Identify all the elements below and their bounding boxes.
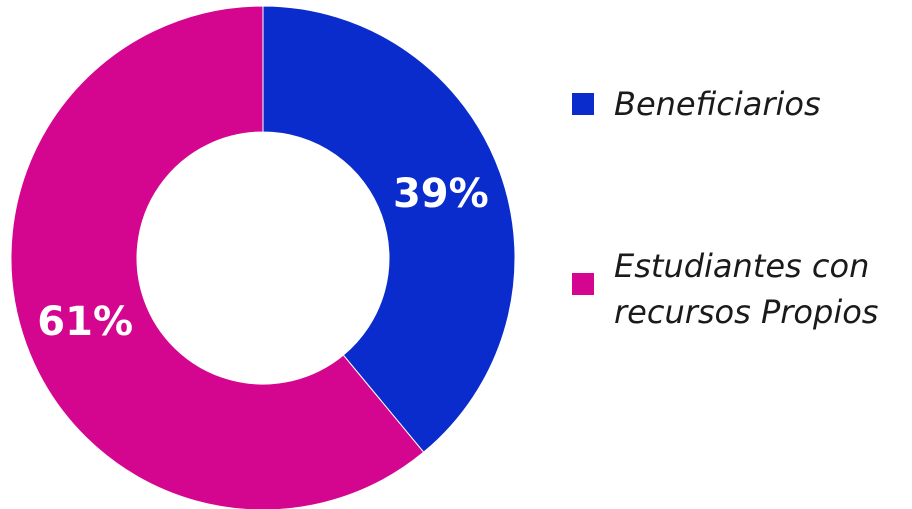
- legend: Beneficiarios Estudiantes con recursos Pro…: [572, 85, 878, 331]
- slice-label-recursos-propios: 61%: [37, 299, 133, 345]
- legend-label-beneficiarios: Beneficiarios: [614, 85, 821, 123]
- donut-slices: [10, 5, 516, 509]
- slice-labels: 39% 61%: [37, 171, 488, 345]
- slice-label-beneficiarios: 39%: [393, 171, 489, 217]
- legend-swatch-beneficiarios: [572, 93, 594, 115]
- slice-recursos-propios: [10, 5, 425, 509]
- slice-beneficiarios: [262, 5, 516, 453]
- legend-swatch-recursos-propios: [572, 273, 594, 295]
- legend-label-recursos-propios: Estudiantes con recursos Propios: [614, 247, 878, 331]
